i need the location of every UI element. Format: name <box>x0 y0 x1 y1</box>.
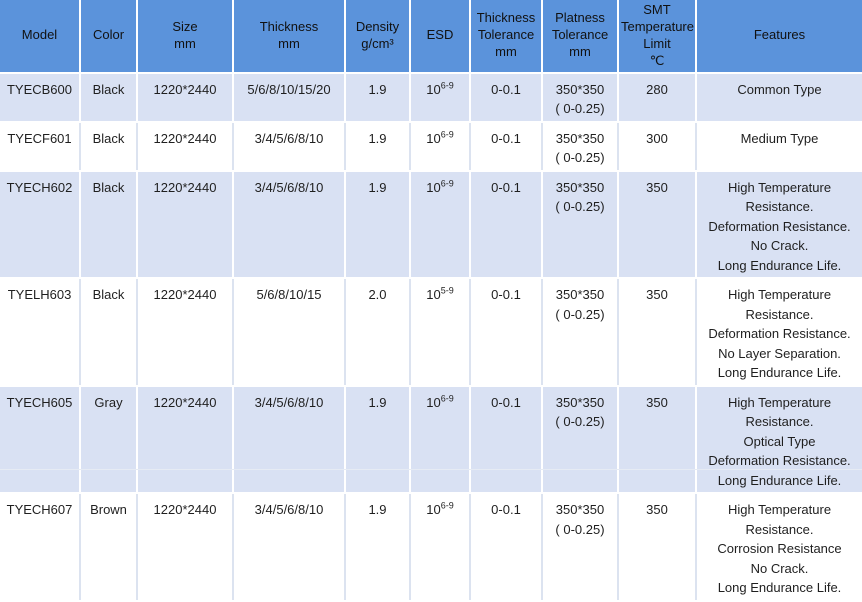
cell-esd: 106-9 <box>410 170 471 280</box>
cell-esd: 106-9 <box>410 385 471 495</box>
cell-esd: 105-9 <box>410 278 471 387</box>
cell-density: 1.9 <box>345 121 411 172</box>
cell-thickness: 5/6/8/10/15 <box>233 278 346 387</box>
cell-density: 1.9 <box>345 72 411 123</box>
cell-esd: 106-9 <box>410 72 471 123</box>
cell-platness-tolerance: 350*350 ( 0-0.25) <box>542 493 619 602</box>
cell-density: 2.0 <box>345 278 411 387</box>
cell-smt-temperature-limit: 300 <box>618 121 697 172</box>
cell-size: 1220*2440 <box>137 170 234 280</box>
cell-size: 1220*2440 <box>137 385 234 495</box>
cell-smt-temperature-limit: 350 <box>618 385 697 495</box>
cell-color: Brown <box>80 493 138 602</box>
cell-model: TYECH602 <box>0 170 81 280</box>
cell-size: 1220*2440 <box>137 493 234 602</box>
column-header-thickness: Thickness mm <box>233 0 346 74</box>
table-row: TYELH603 Black 1220*2440 5/6/8/10/15 2.0… <box>0 278 862 387</box>
table-row: TYECF601 Black 1220*2440 3/4/5/6/8/10 1.… <box>0 121 862 172</box>
cell-size: 1220*2440 <box>137 72 234 123</box>
cell-smt-temperature-limit: 350 <box>618 278 697 387</box>
cell-smt-temperature-limit: 280 <box>618 72 697 123</box>
cell-density: 1.9 <box>345 170 411 280</box>
cell-platness-tolerance: 350*350 ( 0-0.25) <box>542 278 619 387</box>
table-header-row: Model Color Size mm Thickness mm Density… <box>0 0 862 74</box>
esd-exponent: 6-9 <box>440 500 454 511</box>
cell-thickness: 3/4/5/6/8/10 <box>233 170 346 280</box>
cell-platness-tolerance: 350*350 ( 0-0.25) <box>542 72 619 123</box>
esd-exponent: 6-9 <box>440 129 454 140</box>
esd-base: 10 <box>426 179 441 195</box>
column-header-thickness-tolerance: Thickness Tolerance mm <box>470 0 543 74</box>
cell-esd: 106-9 <box>410 493 471 602</box>
cell-features: High Temperature Resistance. Optical Typ… <box>696 385 862 495</box>
cell-model: TYECB600 <box>0 72 81 123</box>
cell-thickness: 3/4/5/6/8/10 <box>233 493 346 602</box>
esd-base: 10 <box>426 287 441 303</box>
column-header-model: Model <box>0 0 81 74</box>
cell-thickness: 3/4/5/6/8/10 <box>233 385 346 495</box>
cell-smt-temperature-limit: 350 <box>618 493 697 602</box>
esd-base: 10 <box>426 81 441 97</box>
cell-esd: 106-9 <box>410 121 471 172</box>
cell-features: Common Type <box>696 72 862 123</box>
cell-platness-tolerance: 350*350 ( 0-0.25) <box>542 170 619 280</box>
esd-base: 10 <box>426 502 441 518</box>
table-row: TYECB600 Black 1220*2440 5/6/8/10/15/20 … <box>0 72 862 123</box>
esd-base: 10 <box>426 130 441 146</box>
column-header-features: Features <box>696 0 862 74</box>
cell-features: High Temperature Resistance. Deformation… <box>696 170 862 280</box>
cell-smt-temperature-limit: 350 <box>618 170 697 280</box>
cell-thickness-tolerance: 0-0.1 <box>470 278 543 387</box>
table-row: TYECH605 Gray 1220*2440 3/4/5/6/8/10 1.9… <box>0 385 862 495</box>
cell-features: High Temperature Resistance. Deformation… <box>696 278 862 387</box>
esd-exponent: 6-9 <box>440 178 454 189</box>
cell-model: TYECH605 <box>0 385 81 495</box>
esd-exponent: 6-9 <box>440 393 454 404</box>
cell-color: Black <box>80 170 138 280</box>
esd-exponent: 6-9 <box>440 80 454 91</box>
cell-features: High Temperature Resistance. Corrosion R… <box>696 493 862 602</box>
cell-color: Black <box>80 278 138 387</box>
column-header-size: Size mm <box>137 0 234 74</box>
cell-model: TYELH603 <box>0 278 81 387</box>
column-header-platness-tolerance: Platness Tolerance mm <box>542 0 619 74</box>
cell-thickness-tolerance: 0-0.1 <box>470 72 543 123</box>
cell-thickness: 3/4/5/6/8/10 <box>233 121 346 172</box>
cell-features: Medium Type <box>696 121 862 172</box>
column-header-density: Density g/cm³ <box>345 0 411 74</box>
cell-model: TYECH607 <box>0 493 81 602</box>
cell-platness-tolerance: 350*350 ( 0-0.25) <box>542 385 619 495</box>
column-header-esd: ESD <box>410 0 471 74</box>
table-row: TYECH602 Black 1220*2440 3/4/5/6/8/10 1.… <box>0 170 862 280</box>
esd-base: 10 <box>426 394 441 410</box>
cell-thickness: 5/6/8/10/15/20 <box>233 72 346 123</box>
cell-thickness-tolerance: 0-0.1 <box>470 121 543 172</box>
cell-size: 1220*2440 <box>137 121 234 172</box>
cell-density: 1.9 <box>345 385 411 495</box>
table-row: TYECH607 Brown 1220*2440 3/4/5/6/8/10 1.… <box>0 493 862 602</box>
cell-thickness-tolerance: 0-0.1 <box>470 385 543 495</box>
cell-platness-tolerance: 350*350 ( 0-0.25) <box>542 121 619 172</box>
cell-color: Black <box>80 72 138 123</box>
cell-model: TYECF601 <box>0 121 81 172</box>
cell-color: Gray <box>80 385 138 495</box>
cell-size: 1220*2440 <box>137 278 234 387</box>
column-header-color: Color <box>80 0 138 74</box>
cell-thickness-tolerance: 0-0.1 <box>470 170 543 280</box>
cell-density: 1.9 <box>345 493 411 602</box>
cell-thickness-tolerance: 0-0.1 <box>470 493 543 602</box>
cell-color: Black <box>80 121 138 172</box>
esd-exponent: 5-9 <box>440 285 454 296</box>
column-header-smt-temperature-limit: SMT Temperature Limit ℃ <box>618 0 697 74</box>
